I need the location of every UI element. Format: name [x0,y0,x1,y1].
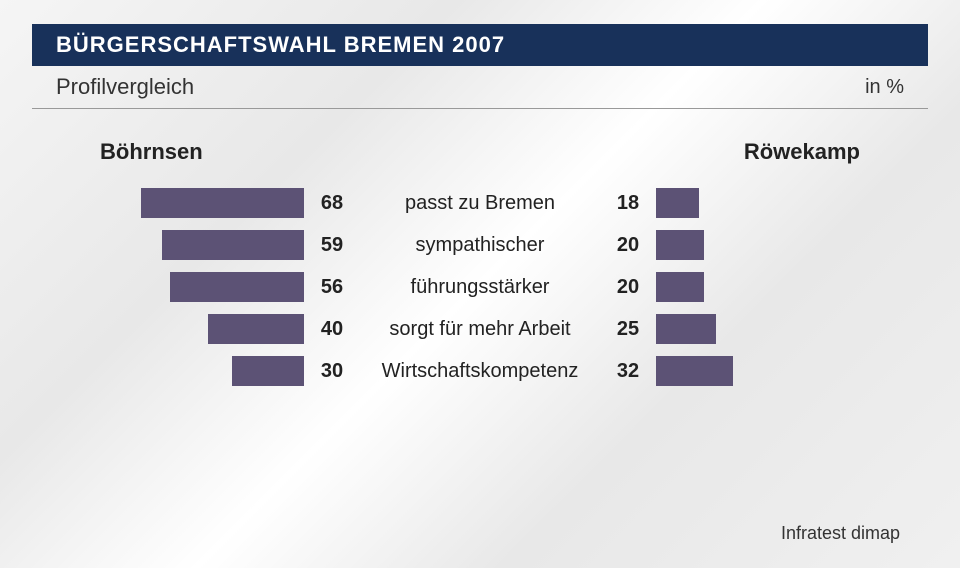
subtitle-left: Profilvergleich [56,74,194,100]
right-section: 20 [600,272,900,302]
header-title: BÜRGERSCHAFTSWAHL BREMEN 2007 [32,24,928,66]
subtitle-right: in % [865,76,904,99]
attribute-label: sympathischer [360,234,600,257]
right-section: 18 [600,188,900,218]
right-bar [656,356,733,386]
attribute-label: sorgt für mehr Arbeit [360,318,600,341]
left-section: 56 [60,272,360,302]
right-value: 18 [600,192,656,215]
chart-area: Böhrnsen Röwekamp 68passt zu Bremen1859s… [60,139,900,389]
right-section: 20 [600,230,900,260]
right-value: 20 [600,234,656,257]
right-value: 25 [600,318,656,341]
attribute-label: Wirtschaftskompetenz [360,360,600,383]
right-section: 32 [600,356,900,386]
right-section: 25 [600,314,900,344]
candidate-left: Böhrnsen [100,139,203,165]
bar-row: 40sorgt für mehr Arbeit25 [60,311,900,347]
candidate-row: Böhrnsen Röwekamp [60,139,900,165]
subtitle-row: Profilvergleich in % [32,70,928,109]
bars-container: 68passt zu Bremen1859sympathischer2056fü… [60,185,900,389]
left-section: 59 [60,230,360,260]
attribute-label: führungsstärker [360,276,600,299]
left-bar [141,188,304,218]
bar-row: 68passt zu Bremen18 [60,185,900,221]
right-value: 32 [600,360,656,383]
bar-row: 56führungsstärker20 [60,269,900,305]
left-value: 56 [304,276,360,299]
right-bar [656,230,704,260]
right-value: 20 [600,276,656,299]
bar-row: 30Wirtschaftskompetenz32 [60,353,900,389]
left-section: 40 [60,314,360,344]
left-section: 68 [60,188,360,218]
left-value: 68 [304,192,360,215]
left-section: 30 [60,356,360,386]
attribute-label: passt zu Bremen [360,192,600,215]
right-bar [656,272,704,302]
left-value: 59 [304,234,360,257]
right-bar [656,314,716,344]
left-value: 30 [304,360,360,383]
right-bar [656,188,699,218]
left-bar [170,272,304,302]
left-bar [208,314,304,344]
left-bar [162,230,304,260]
bar-row: 59sympathischer20 [60,227,900,263]
left-bar [232,356,304,386]
left-value: 40 [304,318,360,341]
source-label: Infratest dimap [781,523,900,544]
candidate-right: Röwekamp [744,139,860,165]
